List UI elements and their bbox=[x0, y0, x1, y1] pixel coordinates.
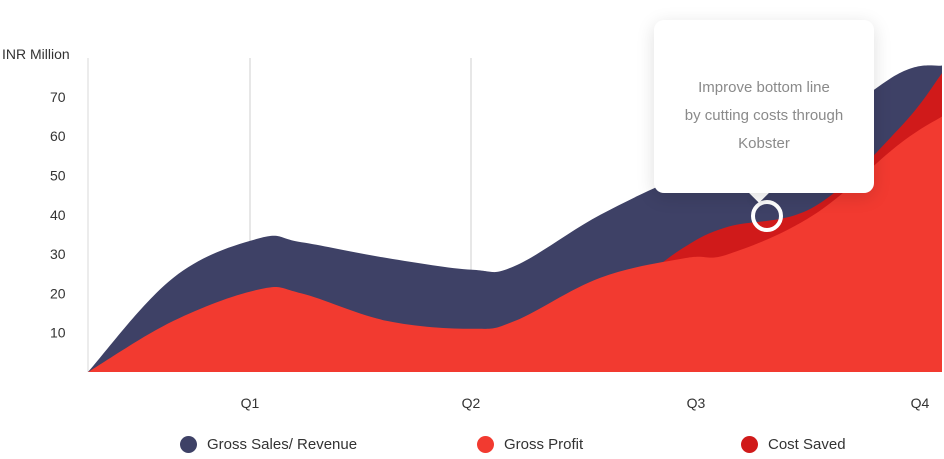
axis-layer: INR Million bbox=[2, 46, 70, 62]
legend-swatch-gross-profit bbox=[477, 436, 494, 453]
legend-label-gross-sales: Gross Sales/ Revenue bbox=[207, 436, 358, 453]
y-tick-label: 20 bbox=[50, 285, 66, 301]
x-tick-label: Q2 bbox=[462, 395, 481, 411]
x-tick-label: Q3 bbox=[687, 395, 706, 411]
y-axis-unit-label: INR Million bbox=[2, 46, 70, 62]
y-tick-label: 30 bbox=[50, 246, 66, 262]
legend-item-gross-sales[interactable]: Gross Sales/ Revenue bbox=[180, 436, 357, 453]
y-tick-label: 70 bbox=[50, 89, 66, 105]
legend-swatch-gross-sales bbox=[180, 436, 197, 453]
chart-legend: Gross Sales/ Revenue Gross Profit Cost S… bbox=[0, 436, 944, 459]
y-tick-label: 10 bbox=[50, 325, 66, 341]
legend-swatch-cost-saved bbox=[741, 436, 758, 453]
tooltip-line-3: Kobster bbox=[738, 135, 790, 152]
legend-item-cost-saved[interactable]: Cost Saved bbox=[741, 436, 846, 453]
tooltip-line-2: by cutting costs through bbox=[684, 107, 844, 124]
marker-layer bbox=[751, 200, 783, 232]
annotation-marker[interactable] bbox=[751, 200, 783, 232]
x-tick-label: Q4 bbox=[911, 395, 930, 411]
y-tick-label: 60 bbox=[50, 128, 66, 144]
y-tick-label: 50 bbox=[50, 168, 66, 184]
legend-label-cost-saved: Cost Saved bbox=[768, 436, 846, 453]
tooltip-line-1: Improve bottom line bbox=[698, 79, 830, 96]
area-gross-profit bbox=[88, 116, 942, 372]
annotation-tooltip: Improve bottom line by cutting costs thr… bbox=[654, 20, 874, 193]
x-tick-labels: Q1 Q2 Q3 Q4 bbox=[241, 395, 930, 411]
area-layer bbox=[88, 65, 942, 373]
legend-label-gross-profit: Gross Profit bbox=[504, 436, 584, 453]
y-tick-label: 40 bbox=[50, 207, 66, 223]
y-tick-labels: 10 20 30 40 50 60 70 bbox=[50, 89, 66, 341]
x-tick-label: Q1 bbox=[241, 395, 260, 411]
legend-item-gross-profit[interactable]: Gross Profit bbox=[477, 436, 583, 453]
